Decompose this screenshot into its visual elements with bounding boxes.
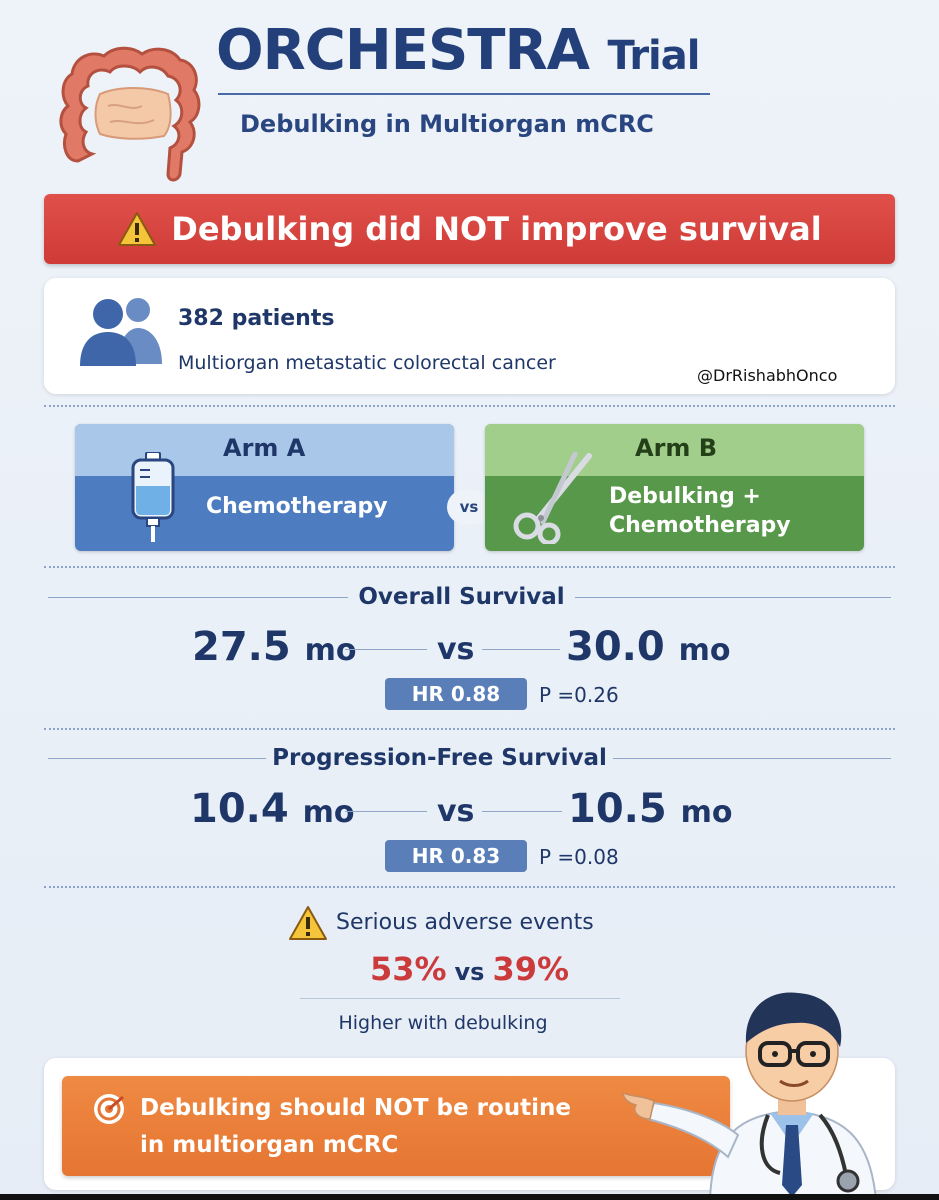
patients-card — [44, 278, 895, 394]
warning-icon — [118, 212, 157, 246]
adverse-events-vs: vs — [454, 958, 485, 986]
result-banner-text: Debulking did NOT improve survival — [171, 210, 822, 248]
os-title-rule-right — [575, 597, 891, 598]
iv-bag-icon — [131, 452, 175, 542]
pfs-title-rule-right — [613, 758, 891, 759]
pfs-arm-b-value: 10.5 mo — [568, 786, 733, 832]
section-divider — [44, 728, 895, 730]
bottom-edge — [0, 1194, 939, 1200]
arm-b-label: Arm B — [635, 434, 718, 462]
adverse-events-arm-a: 53% — [369, 950, 447, 988]
pfs-b-unit: mo — [680, 795, 733, 830]
target-icon — [94, 1094, 124, 1124]
pfs-arm-a-value: 10.4 mo — [190, 786, 355, 832]
pfs-a-number: 10.4 — [190, 786, 289, 832]
pfs-a-unit: mo — [302, 795, 355, 830]
pfs-p-value: P =0.08 — [539, 845, 619, 869]
arm-b-header — [485, 424, 864, 476]
os-b-number: 30.0 — [566, 624, 665, 670]
arm-b-treatment: Debulking + Chemotherapy — [609, 482, 791, 540]
patient-description: Multiorgan metastatic colorectal cancer — [178, 352, 556, 374]
scissors-icon — [513, 452, 592, 544]
os-arm-a-value: 27.5 mo — [192, 624, 357, 670]
page-title: ORCHESTRA Trial — [216, 18, 700, 83]
patient-count-label: patients — [231, 306, 335, 331]
title-suffix: Trial — [607, 33, 700, 79]
conclusion-banner — [62, 1076, 730, 1176]
conclusion-text: Debulking should NOT be routine in multi… — [140, 1090, 571, 1164]
os-vs: vs — [437, 632, 475, 667]
author-handle: @DrRishabhOnco — [697, 366, 838, 385]
arm-b-treatment-line2: Chemotherapy — [609, 513, 791, 538]
pfs-title: Progression-Free Survival — [272, 745, 607, 771]
adverse-events-divider — [300, 998, 620, 999]
title-main: ORCHESTRA — [216, 18, 590, 83]
os-b-unit: mo — [678, 633, 731, 668]
arms-vs-badge: vs — [447, 490, 491, 524]
section-divider — [44, 886, 895, 888]
section-divider — [44, 405, 895, 407]
pfs-hazard-ratio: HR 0.83 — [385, 840, 527, 872]
patient-count: 382 patients — [178, 306, 334, 331]
adverse-events-note: Higher with debulking — [338, 1012, 548, 1034]
arm-a-label: Arm A — [223, 434, 306, 462]
pfs-connector-right — [482, 811, 562, 812]
arm-a-treatment: Chemotherapy — [206, 494, 388, 519]
patient-count-number: 382 — [178, 306, 224, 331]
pfs-vs: vs — [437, 794, 475, 829]
colon-icon — [59, 46, 201, 182]
doctor-illustration — [622, 992, 878, 1200]
arm-a-card: Arm A Chemotherapy — [75, 424, 454, 551]
os-a-unit: mo — [304, 633, 357, 668]
arm-b-card: Arm B Debulking + Chemotherapy — [485, 424, 864, 551]
os-a-number: 27.5 — [192, 624, 291, 670]
os-arm-b-value: 30.0 mo — [566, 624, 731, 670]
conclusion-line1: Debulking should NOT be routine — [140, 1095, 571, 1121]
section-divider — [44, 566, 895, 568]
adverse-events-arm-b: 39% — [492, 950, 570, 988]
pfs-connector-left — [345, 811, 427, 812]
os-hazard-ratio: HR 0.88 — [385, 678, 527, 710]
pfs-b-number: 10.5 — [568, 786, 667, 832]
os-title: Overall Survival — [358, 584, 565, 610]
os-connector-right — [482, 649, 560, 650]
os-p-value: P =0.26 — [539, 683, 619, 707]
os-connector-left — [345, 649, 427, 650]
pfs-title-rule-left — [48, 758, 266, 759]
arm-b-treatment-line1: Debulking + — [609, 484, 761, 509]
adverse-events-title: Serious adverse events — [336, 910, 594, 935]
page-subtitle: Debulking in Multiorgan mCRC — [240, 110, 654, 138]
warning-icon — [289, 906, 327, 940]
title-divider — [218, 93, 710, 95]
conclusion-line2: in multiorgan mCRC — [140, 1132, 399, 1158]
people-icon — [80, 298, 162, 366]
result-banner: Debulking did NOT improve survival — [44, 194, 895, 264]
adverse-events-values: 53% vs 39% — [0, 950, 939, 988]
os-title-rule-left — [48, 597, 348, 598]
